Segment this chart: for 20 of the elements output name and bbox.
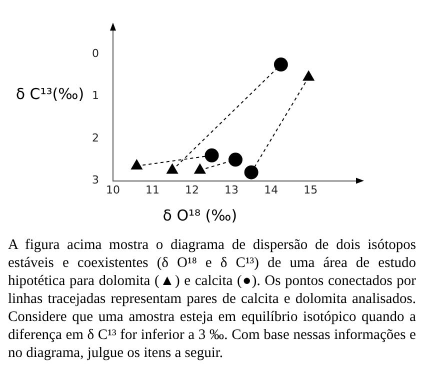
point [194, 163, 206, 174]
y-tick-label: 1 [92, 89, 99, 102]
x-tick-label: 10 [106, 183, 120, 196]
point [166, 163, 178, 174]
point [228, 152, 242, 167]
x-tick-label: 12 [185, 183, 200, 196]
y-tick-label: 2 [92, 131, 99, 144]
point [244, 165, 258, 180]
point [274, 58, 288, 72]
point [204, 148, 219, 162]
point [130, 159, 143, 170]
y-tick-label: 3 [92, 174, 99, 187]
x-tick-label: 11 [146, 183, 160, 196]
y-tick-label: 0 [92, 46, 99, 60]
x-tick-label: 15 [304, 183, 318, 196]
text: A figura acima mostra o diagrama de dispersão de dois isótopos estáveis e coexistentes (δ O¹⁸ e δ C¹³) de uma área de estudo hipotética para dolomita (▲) e calcita (●). Os pontos conectados por linhas tracejadas representam pares de calcita e dolomita analisados. Considere que uma amostra esteja em equilíbrio isotópico quando a diferença em δ C¹³ for inferior a 3 ‰. Com base nessas informações e no diagrama, julgue os itens a seguir. [8, 236, 416, 362]
x-axis-title: δ O¹⁸ (‰) [162, 206, 238, 225]
x-tick-label: 13 [224, 183, 239, 196]
x-tick-label: 14 [264, 183, 278, 196]
y-axis-title: δ C¹³(‰) [16, 85, 84, 104]
